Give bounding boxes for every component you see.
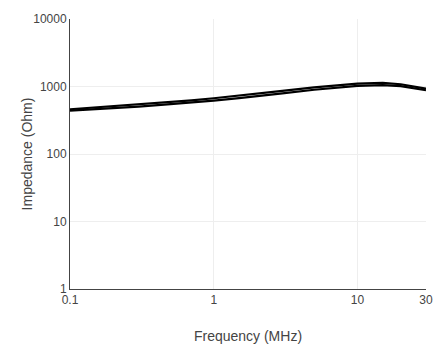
svg-text:1: 1 [210,293,217,307]
svg-text:1000: 1000 [40,80,67,94]
svg-text:1: 1 [60,282,67,296]
svg-text:10: 10 [53,215,67,229]
svg-text:100: 100 [47,147,67,161]
svg-text:Frequency (MHz): Frequency (MHz) [194,328,302,344]
svg-text:Impedance (Ohm): Impedance (Ohm) [19,98,35,211]
svg-text:30: 30 [419,293,433,307]
svg-text:10: 10 [351,293,365,307]
svg-text:0.1: 0.1 [62,293,79,307]
svg-text:10000: 10000 [33,12,67,26]
